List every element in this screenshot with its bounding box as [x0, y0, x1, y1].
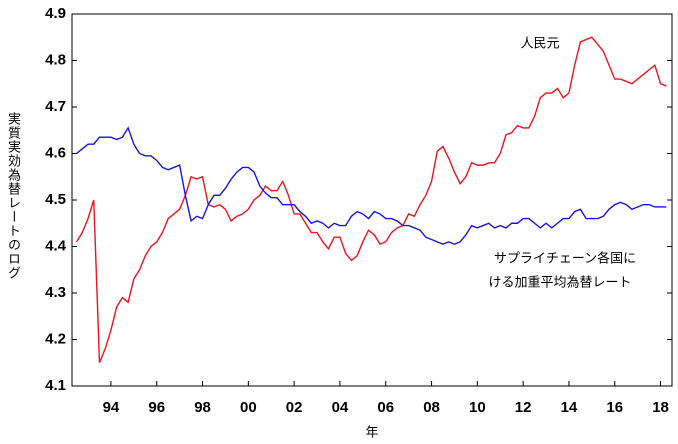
- x-tick-label: 94: [103, 399, 120, 416]
- x-axis-label: 年: [365, 424, 378, 439]
- x-tick-label: 98: [194, 399, 211, 416]
- x-tick-label: 06: [377, 399, 394, 416]
- y-tick-label: 4.9: [45, 5, 66, 22]
- y-axis-label: 実質実効為替レートのログ: [5, 112, 20, 280]
- series-line: [75, 36, 667, 364]
- x-tick-label: 10: [469, 399, 486, 416]
- series-line: [76, 126, 667, 245]
- y-tick-label: 4.3: [45, 284, 66, 301]
- y-tick-label: 4.8: [45, 51, 66, 68]
- x-tick-label: 14: [561, 399, 578, 416]
- x-tick-label: 02: [286, 399, 303, 416]
- plot-frame: [71, 13, 673, 387]
- x-tick-label: 00: [240, 399, 257, 416]
- y-tick-label: 4.4: [45, 237, 67, 254]
- x-tick-label: 04: [332, 399, 349, 416]
- y-tick-label: 4.5: [45, 191, 66, 208]
- x-tick-label: 08: [423, 399, 440, 416]
- y-tick-label: 4.6: [45, 144, 66, 161]
- y-tick-label: 4.7: [45, 98, 66, 115]
- x-tick-label: 12: [515, 399, 532, 416]
- annotation: 人民元: [520, 35, 559, 50]
- y-tick-label: 4.2: [45, 330, 66, 347]
- annotation: ける加重平均為替レート: [488, 274, 631, 289]
- y-tick-label: 4.1: [45, 377, 66, 394]
- annotation: サプライチェーン各国に: [494, 250, 636, 265]
- x-tick-label: 16: [606, 399, 623, 416]
- x-tick-label: 18: [652, 399, 669, 416]
- x-tick-label: 96: [148, 399, 165, 416]
